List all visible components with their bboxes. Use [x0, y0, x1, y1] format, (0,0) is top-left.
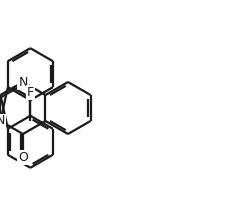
Text: O: O	[18, 151, 28, 164]
Text: F: F	[27, 86, 34, 99]
Text: N: N	[18, 76, 28, 89]
Text: N: N	[0, 114, 5, 127]
